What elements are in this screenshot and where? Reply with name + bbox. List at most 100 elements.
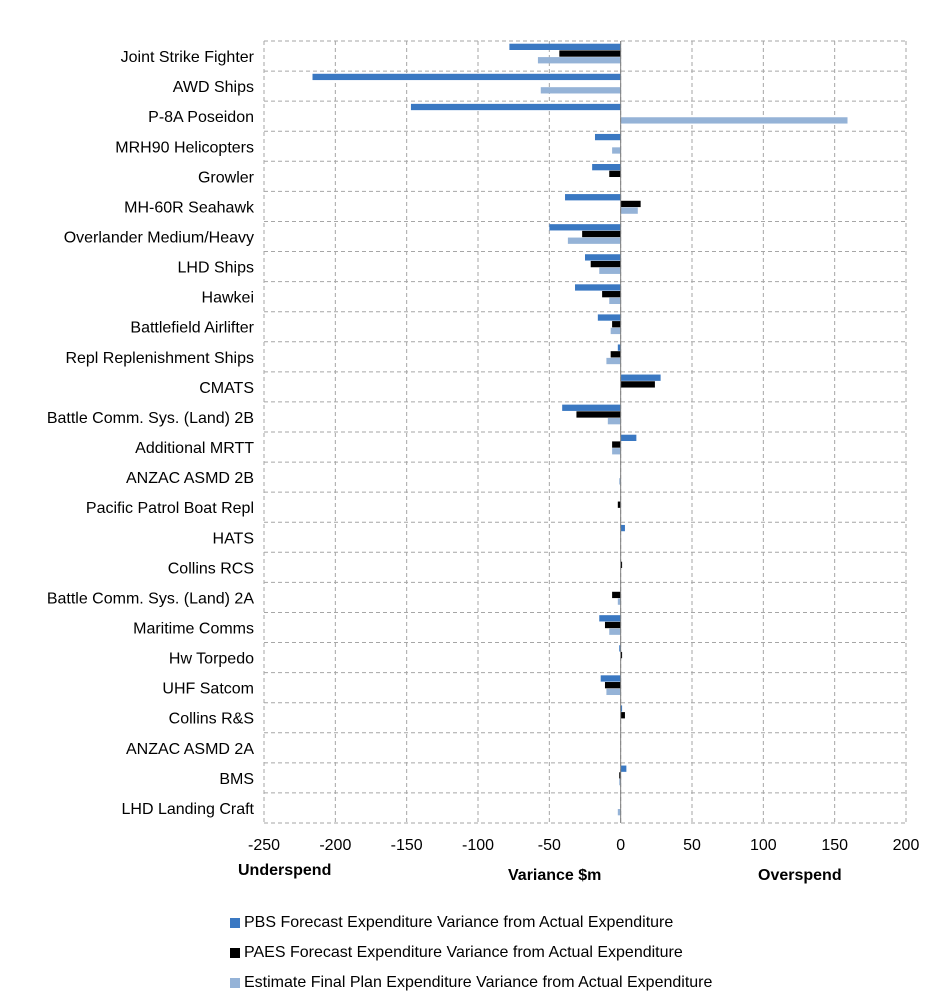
- category-label: Hawkei: [202, 290, 254, 307]
- bar-series-0: [410, 103, 621, 111]
- category-label: Growler: [198, 169, 255, 186]
- bar-series-2: [619, 778, 621, 786]
- bar-series-0: [620, 524, 625, 532]
- legend-item-estimate: Estimate Final Plan Expenditure Variance…: [230, 968, 712, 998]
- category-label: HATS: [213, 530, 254, 547]
- x-tick-label: 200: [893, 837, 920, 854]
- bar-series-0: [585, 254, 621, 261]
- category-label: ANZAC ASMD 2A: [126, 741, 254, 758]
- category-label: Additional MRTT: [135, 440, 254, 457]
- bar-series-2: [540, 87, 621, 94]
- category-label: MH-60R Seahawk: [124, 199, 255, 216]
- bar-series-0: [312, 73, 621, 81]
- legend-swatch-pbs: [230, 918, 240, 928]
- category-label: LHD Landing Craft: [121, 801, 254, 818]
- bar-series-0: [575, 284, 621, 291]
- bar-series-0: [562, 404, 621, 411]
- legend-label-pbs: PBS Forecast Expenditure Variance from A…: [244, 914, 674, 931]
- bar-series-0: [565, 194, 621, 201]
- x-tick-label: 100: [750, 837, 777, 854]
- bar-series-1: [602, 291, 621, 298]
- category-label: Collins R&S: [169, 711, 254, 728]
- x-tick-label: -200: [319, 837, 351, 854]
- x-tick-label: 150: [821, 837, 848, 854]
- bar-series-1: [620, 712, 625, 719]
- x-tick-label: -100: [462, 837, 494, 854]
- x-axis-title: Variance $m: [508, 867, 602, 884]
- category-label: Collins RCS: [168, 560, 254, 577]
- bar-series-1: [576, 411, 621, 418]
- legend-label-estimate: Estimate Final Plan Expenditure Variance…: [244, 974, 713, 991]
- category-label: Overlander Medium/Heavy: [64, 230, 254, 247]
- bar-series-0: [617, 344, 621, 351]
- bar-series-2: [620, 117, 848, 124]
- bar-series-1: [617, 501, 621, 508]
- x-tick-label: 0: [616, 837, 625, 854]
- category-label: AWD Ships: [173, 79, 254, 96]
- category-label: Hw Torpedo: [169, 651, 254, 668]
- category-label: LHD Ships: [178, 260, 254, 277]
- category-label: ANZAC ASMD 2B: [126, 470, 254, 487]
- category-label: Repl Replenishment Ships: [65, 350, 254, 367]
- legend-item-pbs: PBS Forecast Expenditure Variance from A…: [230, 908, 712, 938]
- legend: PBS Forecast Expenditure Variance from A…: [230, 908, 712, 998]
- bar-series-2: [609, 628, 621, 635]
- bar-series-0: [600, 675, 621, 682]
- category-label: Battle Comm. Sys. (Land) 2A: [47, 590, 255, 607]
- legend-swatch-estimate: [230, 978, 240, 988]
- bar-series-2: [610, 327, 621, 335]
- legend-label-paes: PAES Forecast Expenditure Variance from …: [244, 944, 683, 961]
- bar-series-1: [620, 651, 623, 659]
- bar-series-2: [606, 688, 621, 696]
- bar-series-2: [537, 57, 621, 64]
- category-label: Joint Strike Fighter: [121, 49, 255, 66]
- category-label: Maritime Comms: [133, 621, 254, 638]
- bar-series-0: [620, 434, 637, 441]
- bar-chart: Joint Strike Fighter AWD Ships P-8A Poseid…: [47, 40, 920, 854]
- underspend-label: Underspend: [238, 862, 332, 879]
- x-tick-label: -250: [248, 837, 280, 854]
- category-label: P-8A Poseidon: [148, 109, 254, 126]
- bar-series-2: [609, 297, 621, 305]
- bar-series-1: [620, 200, 641, 208]
- bar-series-1: [559, 50, 621, 57]
- bar-series-2: [620, 207, 638, 214]
- bar-series-1: [620, 561, 623, 569]
- bar-series-2: [617, 809, 621, 816]
- bar-series-1: [604, 682, 621, 689]
- overspend-label: Overspend: [758, 867, 842, 884]
- category-label: CMATS: [199, 380, 254, 397]
- bar-series-0: [599, 615, 621, 622]
- x-tick-label: 50: [683, 837, 701, 854]
- bar-series-2: [619, 478, 621, 485]
- bar-series-2: [567, 237, 621, 244]
- category-label: Battle Comm. Sys. (Land) 2B: [47, 410, 254, 427]
- bar-series-0: [592, 164, 621, 171]
- bar-series-1: [612, 591, 621, 599]
- category-label: MRH90 Helicopters: [115, 139, 254, 156]
- category-label: BMS: [219, 771, 254, 788]
- bar-series-1: [610, 351, 621, 358]
- bar-series-0: [620, 765, 627, 772]
- bar-series-0: [620, 374, 661, 381]
- bar-series-0: [549, 224, 621, 231]
- legend-swatch-paes: [230, 948, 240, 958]
- x-tick-label: -150: [391, 837, 423, 854]
- bar-series-0: [597, 314, 621, 321]
- bar-series-2: [612, 147, 621, 154]
- bar-series-2: [607, 418, 621, 425]
- bar-series-0: [619, 645, 621, 652]
- bar-series-0: [620, 705, 623, 712]
- bar-series-2: [617, 598, 621, 605]
- bar-series-1: [619, 772, 621, 779]
- category-label: Pacific Patrol Boat Repl: [86, 500, 254, 517]
- bar-series-0: [509, 43, 621, 50]
- bar-series-0: [594, 133, 621, 141]
- bar-series-2: [599, 267, 621, 274]
- legend-item-paes: PAES Forecast Expenditure Variance from …: [230, 938, 712, 968]
- bar-series-1: [582, 230, 621, 238]
- bar-series-2: [612, 448, 621, 455]
- x-tick-label: -50: [538, 837, 561, 854]
- category-label: UHF Satcom: [162, 681, 254, 698]
- bar-series-1: [612, 321, 621, 328]
